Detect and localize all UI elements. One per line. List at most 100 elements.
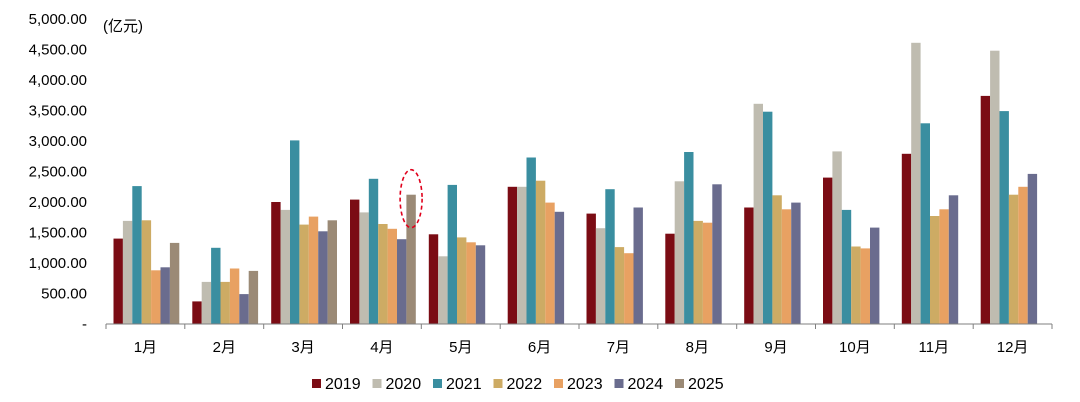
bar-2021-8 — [684, 152, 694, 324]
bar-2021-6 — [526, 157, 536, 324]
bar-2021-11 — [920, 123, 930, 324]
bar-2019-12 — [980, 95, 991, 325]
bar-2023-10 — [860, 248, 870, 324]
bar-2021-4 — [368, 178, 379, 324]
bar-2022-11 — [930, 216, 940, 324]
bar-2021-10 — [841, 209, 852, 324]
x-tick-label: 1月 — [134, 339, 157, 356]
bar-2021-5 — [447, 184, 457, 324]
bar-2024-11 — [948, 195, 959, 324]
legend-label: 2024 — [628, 376, 664, 393]
bar-2019-1 — [113, 238, 123, 324]
bar-2019-8 — [665, 233, 675, 324]
bar-2024-4 — [397, 239, 407, 324]
bar-2024-8 — [712, 184, 722, 324]
bar-2020-8 — [674, 181, 685, 324]
legend-label: 2022 — [507, 376, 543, 393]
legend-swatch-2024 — [614, 379, 624, 388]
bar-2023-4 — [387, 228, 397, 324]
bar-2024-6 — [554, 211, 565, 324]
x-tick-label: 5月 — [449, 339, 472, 356]
legend-swatch-2021 — [433, 379, 442, 388]
legend-swatch-2022 — [493, 379, 503, 388]
bar-2024-1 — [160, 267, 170, 324]
legend-swatch-2023 — [554, 379, 563, 388]
bar-2022-7 — [614, 247, 625, 324]
bar-2023-11 — [939, 209, 949, 324]
bar-2024-3 — [318, 231, 328, 324]
bar-2019-10 — [823, 177, 833, 324]
legend: 2019 2020 2021 2022 2023 2024 2025 — [312, 376, 724, 393]
bar-2021-3 — [290, 140, 300, 324]
y-tick-label: 4,500.00 — [29, 42, 87, 59]
y-tick-label: - — [82, 316, 87, 333]
bar-2023-8 — [702, 222, 713, 324]
bar-2019-2 — [192, 301, 202, 324]
bar-2023-6 — [545, 202, 555, 324]
bar-2025-3 — [327, 220, 337, 324]
bar-2023-3 — [308, 216, 319, 324]
legend-swatch-2020 — [372, 379, 382, 388]
legend-swatch-2019 — [312, 379, 321, 388]
legend-swatch-2025 — [675, 379, 684, 388]
bar-2022-1 — [141, 220, 152, 324]
bar-2021-7 — [605, 189, 615, 324]
unit-label: (亿元) — [103, 18, 143, 35]
annotation — [399, 168, 423, 229]
bar-2022-3 — [299, 224, 309, 324]
bar-2025-4 — [406, 194, 416, 324]
legend-label: 2023 — [567, 376, 603, 393]
bar-2023-7 — [624, 253, 634, 324]
x-tick-label: 3月 — [291, 339, 314, 356]
bar-2020-6 — [517, 186, 527, 325]
bar-2024-7 — [633, 207, 643, 324]
bar-2024-2 — [239, 294, 249, 324]
bar-2022-8 — [693, 220, 703, 324]
y-tick-label: 4,000.00 — [29, 72, 87, 89]
bar-2020-5 — [438, 256, 448, 324]
bar-2020-3 — [280, 209, 290, 324]
bars — [113, 42, 1038, 325]
bar-2020-12 — [990, 50, 1000, 324]
bar-2024-9 — [791, 202, 801, 324]
y-tick-label: 500.00 — [41, 286, 87, 303]
bar-2022-4 — [378, 224, 388, 324]
y-tick-label: 1,500.00 — [29, 225, 87, 242]
bar-2019-11 — [901, 153, 912, 324]
bar-2022-10 — [851, 246, 861, 324]
x-tick-label: 9月 — [764, 339, 787, 356]
bar-2020-4 — [359, 212, 369, 324]
x-axis-labels: 1月 2月 3月 4月 5月 6月 7月 8月 9月 10月 11月 12月 — [134, 339, 1029, 356]
bar-2022-12 — [1008, 194, 1019, 324]
y-axis-ticks: - 500.00 1,000.00 1,500.00 2,000.00 2,500.00 3… — [29, 11, 87, 333]
bar-2020-1 — [122, 220, 133, 324]
x-axis — [105, 323, 1053, 329]
legend-label: 2025 — [688, 376, 724, 393]
x-tick-label: 8月 — [686, 339, 709, 356]
bar-2023-5 — [466, 242, 476, 324]
y-tick-label: 5,000.00 — [29, 11, 87, 28]
bar-2024-12 — [1027, 173, 1038, 324]
x-tick-label: 11月 — [919, 339, 950, 356]
y-tick-label: 2,500.00 — [29, 164, 87, 181]
bar-2020-7 — [595, 228, 606, 324]
y-tick-label: 2,000.00 — [29, 194, 87, 211]
bar-2021-12 — [999, 111, 1009, 324]
bar-2025-1 — [169, 242, 180, 324]
bar-2020-9 — [753, 103, 763, 324]
bar-2019-5 — [428, 234, 439, 324]
bar-2022-2 — [220, 281, 230, 324]
bar-2025-2 — [248, 270, 259, 324]
bar-2020-2 — [201, 281, 212, 324]
legend-label: 2020 — [386, 376, 422, 393]
bar-2022-6 — [535, 180, 546, 324]
bar-2019-7 — [586, 213, 596, 324]
legend-label: 2021 — [446, 376, 482, 393]
bar-2020-10 — [832, 151, 842, 324]
bar-2022-9 — [772, 195, 782, 324]
bar-2020-11 — [911, 42, 921, 325]
y-tick-label: 3,500.00 — [29, 103, 87, 120]
bar-2024-5 — [475, 245, 486, 324]
x-tick-label: 7月 — [607, 339, 630, 356]
